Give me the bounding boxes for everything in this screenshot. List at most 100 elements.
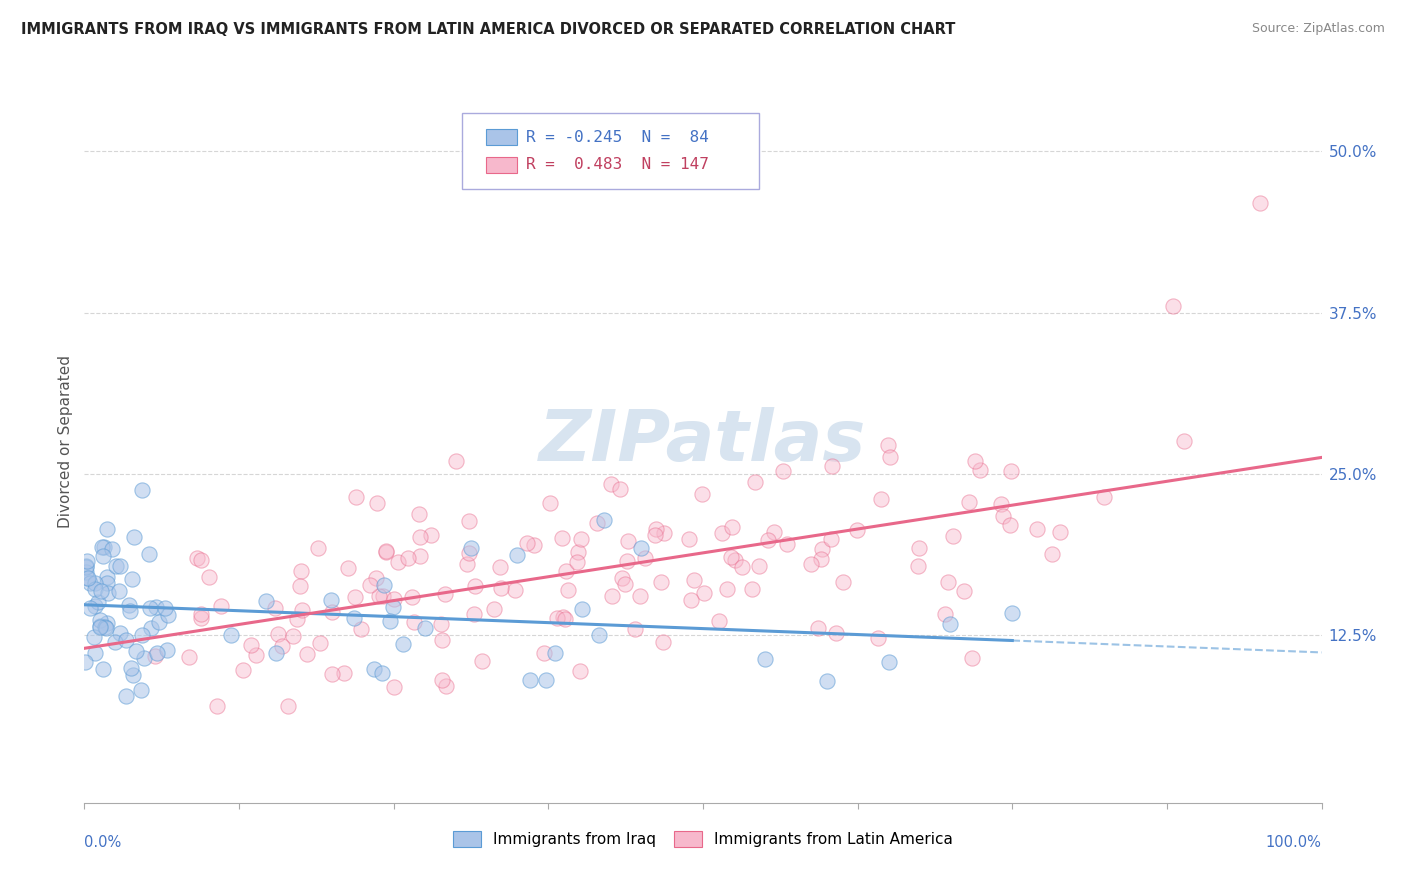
Point (264, 646, 287, 660)
Point (870, 492, 893, 507)
Point (84, 582, 107, 597)
Point (96, 576, 118, 591)
Point (724, 553, 747, 567)
Point (75, 565, 97, 579)
Point (83, 630, 105, 644)
Point (139, 600, 162, 615)
Point (612, 571, 634, 585)
Point (998, 518, 1021, 533)
Point (600, 589, 623, 603)
Point (94, 620, 117, 634)
Point (371, 666, 394, 681)
Point (569, 664, 592, 678)
Point (380, 615, 402, 629)
Point (277, 699, 299, 714)
Point (551, 531, 574, 545)
Point (807, 621, 830, 635)
Point (76, 571, 98, 585)
Point (800, 558, 823, 572)
Point (131, 483, 153, 497)
Point (256, 594, 278, 608)
Point (432, 632, 454, 647)
Point (373, 577, 395, 591)
Point (366, 496, 388, 510)
Point (156, 643, 179, 657)
Point (96, 523, 118, 537)
Point (391, 637, 413, 651)
Point (143, 649, 166, 664)
Point (84, 646, 107, 660)
Point (75, 558, 97, 573)
Point (458, 546, 481, 560)
Point (91, 662, 114, 676)
Point (1000, 464, 1022, 478)
Point (720, 550, 742, 565)
Point (382, 680, 405, 694)
Point (866, 632, 889, 646)
Point (645, 522, 668, 536)
Point (101, 542, 124, 557)
Point (540, 496, 562, 510)
Point (408, 507, 430, 521)
Point (148, 615, 170, 630)
Point (634, 550, 657, 565)
Point (97, 586, 120, 600)
Point (108, 584, 131, 599)
Point (543, 646, 565, 660)
Point (131, 682, 153, 697)
Point (141, 621, 163, 635)
Point (815, 673, 838, 688)
Point (965, 454, 987, 468)
FancyBboxPatch shape (486, 129, 517, 145)
Point (87, 595, 110, 609)
Point (1249, 195, 1271, 210)
Point (707, 615, 730, 629)
FancyBboxPatch shape (486, 157, 517, 173)
Point (731, 560, 754, 574)
Point (84, 599, 107, 613)
Point (93, 540, 115, 554)
Point (91, 540, 114, 554)
Point (368, 589, 391, 603)
Point (960, 651, 983, 665)
Point (281, 629, 304, 643)
Point (120, 604, 142, 618)
Point (588, 628, 610, 642)
Point (190, 607, 212, 621)
Point (551, 610, 574, 624)
Point (1049, 525, 1071, 540)
Point (205, 699, 228, 714)
Point (464, 579, 486, 593)
Point (690, 486, 713, 500)
Point (434, 679, 457, 693)
Text: R =  0.483  N = 147: R = 0.483 N = 147 (526, 157, 709, 172)
Point (567, 545, 589, 559)
Point (650, 575, 672, 590)
Point (821, 459, 844, 474)
Point (652, 634, 675, 648)
Point (586, 516, 609, 530)
Point (593, 513, 616, 527)
Point (359, 578, 381, 592)
Point (1026, 523, 1049, 537)
Point (239, 638, 262, 652)
Text: IMMIGRANTS FROM IRAQ VS IMMIGRANTS FROM LATIN AMERICA DIVORCED OR SEPARATED CORR: IMMIGRANTS FROM IRAQ VS IMMIGRANTS FROM … (21, 22, 956, 37)
Point (533, 647, 555, 661)
Point (219, 628, 242, 642)
Point (382, 591, 405, 606)
Point (146, 646, 169, 660)
Point (489, 559, 512, 574)
Point (198, 570, 221, 584)
Point (554, 612, 576, 626)
Point (432, 673, 454, 687)
Point (402, 615, 425, 629)
Point (321, 666, 343, 681)
Point (333, 665, 356, 680)
Point (644, 527, 666, 541)
Point (939, 617, 962, 632)
Point (934, 607, 956, 622)
Point (288, 579, 311, 593)
Point (366, 571, 388, 585)
Point (89, 613, 111, 627)
Point (118, 598, 141, 612)
